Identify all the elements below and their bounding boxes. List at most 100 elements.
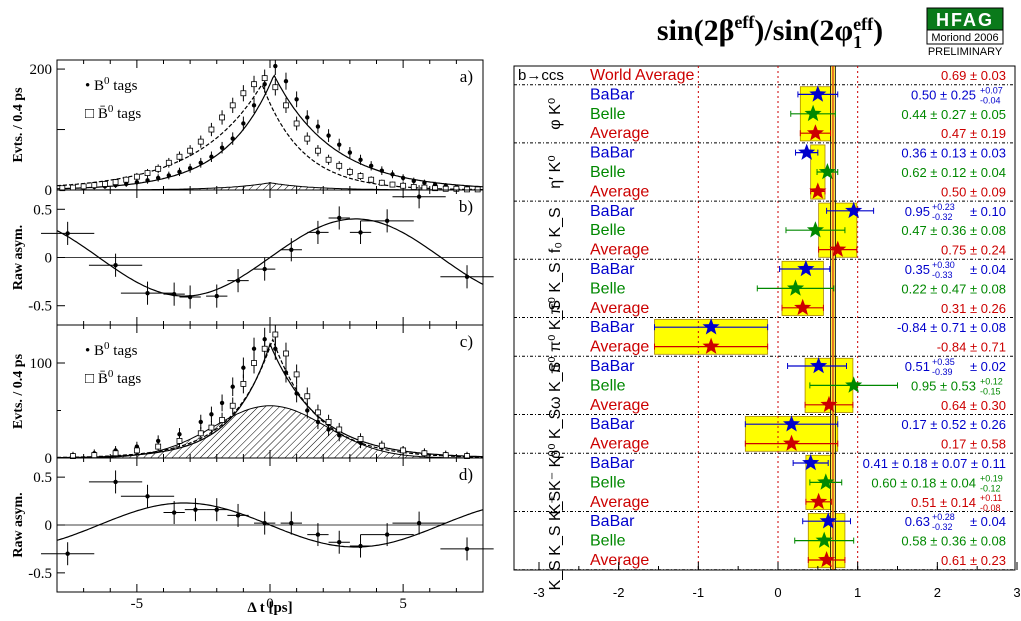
measurement-star — [783, 434, 801, 451]
data-point-b0 — [326, 427, 331, 432]
data-point-b0bar — [315, 409, 321, 416]
data-point — [214, 507, 219, 512]
data-point-b0 — [251, 103, 257, 108]
data-point-b0 — [358, 157, 363, 162]
asym-error-down: -0.33 — [932, 270, 953, 280]
data-point-b0bar — [229, 102, 236, 109]
data-point-b0 — [294, 97, 299, 102]
measurement-star — [809, 182, 827, 199]
data-point-b0bar — [474, 186, 481, 193]
value-label: 0.60 ± 0.18 ± 0.04 — [871, 475, 976, 490]
value-label: 0.47 ± 0.19 — [941, 126, 1006, 141]
data-point-b0bar — [283, 102, 289, 109]
mode-label: π⁰ K_S — [547, 262, 564, 314]
legend-entry: • B0 tags — [85, 340, 138, 359]
experiment-label-belle: Belle — [590, 533, 626, 550]
experiment-label-average: Average — [590, 339, 649, 356]
data-point-b0bar — [272, 84, 279, 91]
y-tick-label: -0.5 — [28, 299, 52, 315]
data-point-b0bar — [208, 126, 215, 133]
y-tick-label: 200 — [30, 62, 53, 78]
data-point — [464, 546, 470, 552]
data-point-b0bar — [325, 418, 332, 425]
data-point-b0 — [283, 78, 289, 84]
experiment-label-babar: BaBar — [590, 416, 635, 433]
experiment-label-average: Average — [590, 242, 649, 259]
data-point-b0 — [124, 181, 129, 187]
data-point-b0bar — [251, 81, 257, 88]
measurement-star — [815, 531, 833, 548]
data-point-b0 — [155, 438, 161, 444]
data-point-b0 — [177, 169, 182, 175]
x-tick-label: 0 — [266, 596, 274, 612]
asym-error-up: +0.12 — [980, 376, 1003, 386]
experiment-label-babar: BaBar — [590, 358, 635, 375]
experiment-label-average: Average — [590, 300, 649, 317]
fit-curve-b0bar — [56, 84, 483, 191]
panel-tag: b) — [459, 197, 473, 216]
x-tick-label: 3 — [1013, 585, 1020, 600]
data-point-b0 — [326, 133, 331, 138]
left-time-plots: • B0 tags □ B̄0 tags 0 200 a) Evts. / 0.4 ps 0… — [11, 59, 494, 616]
asym-error-down: -0.32 — [932, 212, 953, 222]
data-point-b0bar — [400, 182, 407, 189]
value-label: 0.61 ± 0.23 — [941, 553, 1006, 568]
value-label: 0.31 ± 0.26 — [941, 301, 1006, 316]
data-point-b0bar — [261, 345, 268, 352]
data-point-b0bar — [176, 437, 183, 444]
experiment-label-average: Average — [590, 436, 649, 453]
data-point-b0bar — [336, 426, 343, 433]
value-label: -0.84 ± 0.71 — [937, 340, 1006, 355]
data-point — [235, 513, 241, 518]
measurement-star — [817, 473, 835, 490]
mode-label: f₀ K_S — [547, 207, 564, 253]
data-point-b0bar — [442, 452, 449, 459]
data-point-b0bar — [421, 450, 428, 457]
y-axis-label: Raw asym. — [11, 492, 26, 557]
y-axis-label: Raw asym. — [11, 225, 26, 290]
data-point-b0 — [411, 178, 416, 184]
value-label: 0.75 ± 0.24 — [941, 243, 1006, 258]
asym-error-up: +0.11 — [980, 493, 1002, 503]
asym-error-up: +0.23 — [932, 202, 955, 212]
data-point-b0 — [400, 175, 406, 181]
value-label: ± 0.04 — [970, 262, 1006, 277]
data-point-b0bar — [464, 453, 470, 460]
y-tick-label: 0.5 — [33, 202, 52, 218]
experiment-label-average: Average — [590, 397, 649, 414]
data-point-b0bar — [325, 156, 332, 163]
data-point-b0 — [347, 150, 353, 155]
measurement-star — [810, 492, 828, 510]
asym-error-up: +0.30 — [932, 260, 955, 270]
data-point-b0 — [155, 175, 161, 181]
data-point-b0 — [166, 173, 172, 178]
data-point — [65, 551, 70, 556]
data-point — [315, 532, 321, 537]
hfag-logo-sub-box — [926, 29, 1004, 45]
world-average-label: World Average — [590, 67, 694, 84]
mode-label: π⁰ π⁰ K_S — [547, 300, 564, 374]
data-point — [358, 543, 363, 549]
data-point-b0bar — [261, 75, 268, 82]
legend-entry: □ B̄0 tags — [85, 103, 141, 122]
y-tick-label: 0 — [45, 451, 53, 467]
value-label: ± 0.04 — [970, 514, 1006, 529]
fit-curve — [56, 218, 484, 297]
asym-error-up: +0.19 — [980, 473, 1003, 483]
data-point-b0 — [198, 419, 203, 425]
measurement-star — [829, 240, 847, 257]
measurement-star — [787, 279, 805, 296]
data-point-b0 — [315, 124, 321, 129]
value-label: 0.36 ± 0.13 ± 0.03 — [901, 146, 1006, 161]
panel-c: • B0 tags □ B̄0 tags 0 100 c) Evts. / 0.4 ps — [11, 324, 484, 467]
mode-label: K⁺ K⁻ K⁰ — [547, 450, 564, 514]
data-point-b0bar — [144, 170, 151, 176]
y-tick-label: 100 — [30, 356, 53, 372]
data-point-b0 — [379, 168, 385, 173]
experiment-label-babar: BaBar — [590, 203, 635, 220]
preliminary-label: PRELIMINARY — [928, 46, 1003, 58]
legend-entry: • B0 tags — [85, 75, 138, 94]
measurement-star — [818, 551, 836, 568]
data-point-b0bar — [219, 417, 225, 423]
